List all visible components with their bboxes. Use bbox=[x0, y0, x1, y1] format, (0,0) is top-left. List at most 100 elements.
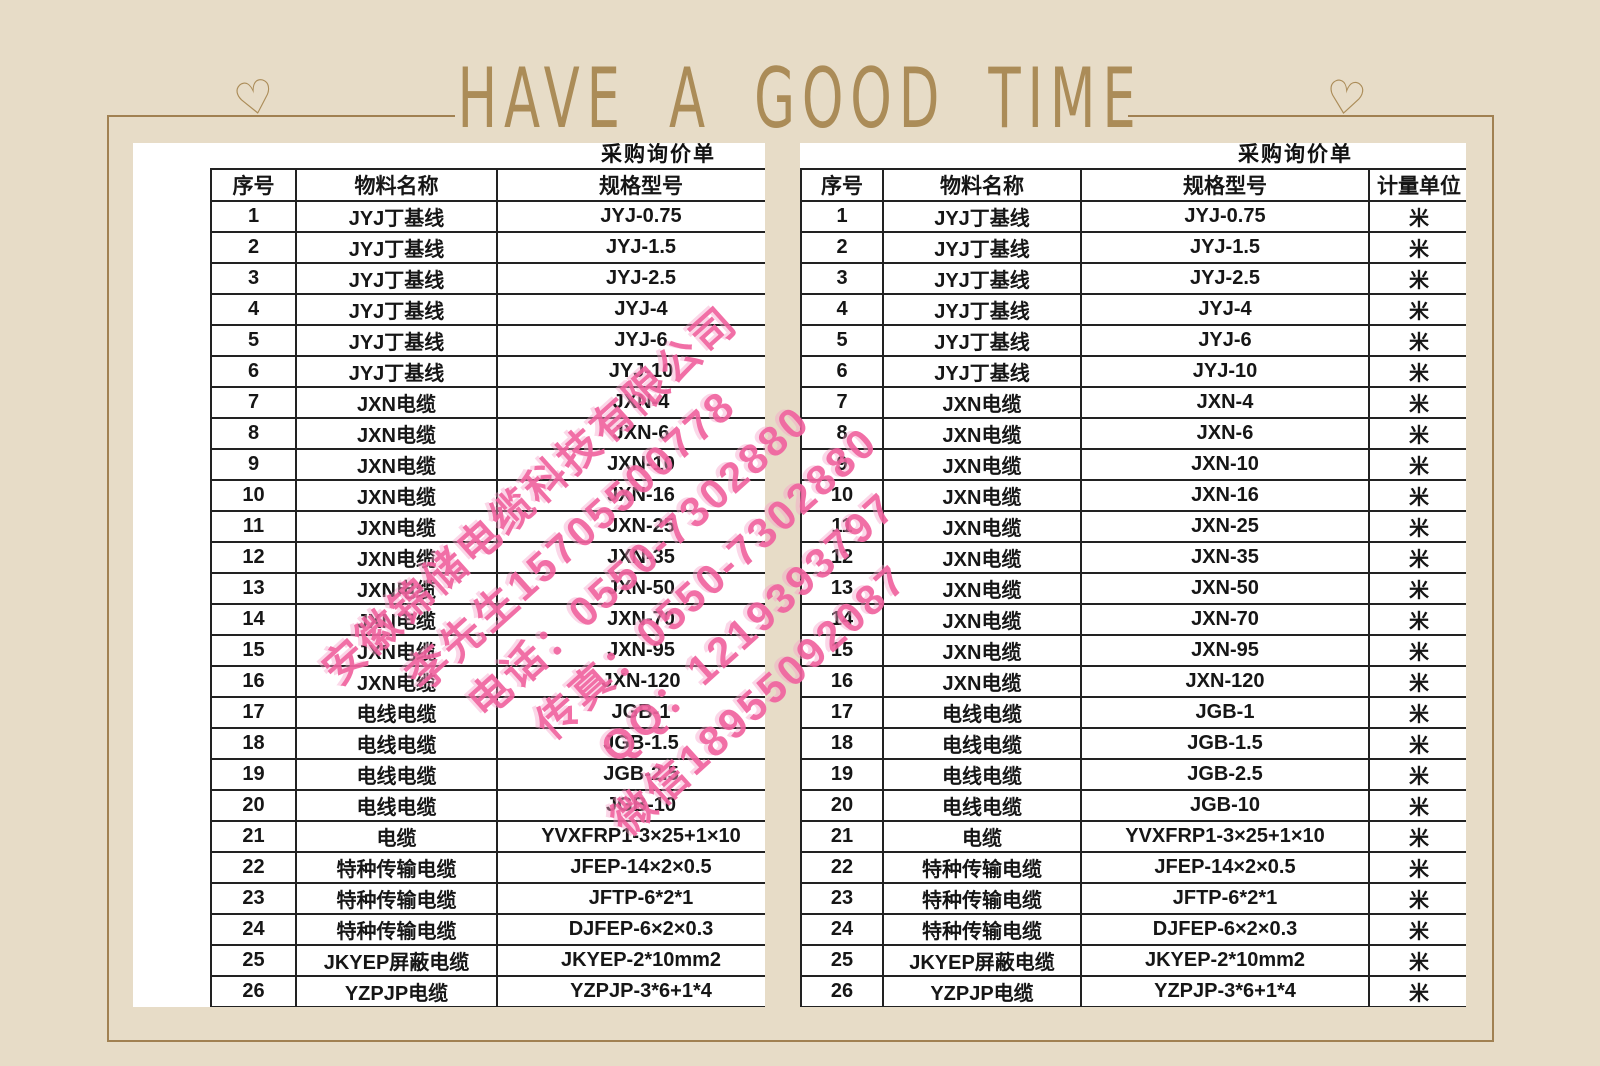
sheet-title: 采购询价单 bbox=[1238, 143, 1353, 166]
cell-spec: JGB-10 bbox=[496, 789, 765, 822]
cell-name: JXN电缆 bbox=[882, 448, 1082, 481]
cell-no: 5 bbox=[210, 324, 297, 357]
cell-no: 2 bbox=[800, 231, 884, 264]
cell-name: JXN电缆 bbox=[882, 541, 1082, 574]
cell-name: YZPJP电缆 bbox=[882, 975, 1082, 1007]
cell-unit: 米 bbox=[1368, 417, 1466, 450]
cell-no: 25 bbox=[210, 944, 297, 977]
cell-name: JYJ丁基线 bbox=[882, 262, 1082, 295]
cell-name: JYJ丁基线 bbox=[882, 355, 1082, 388]
cell-unit: 米 bbox=[1368, 665, 1466, 698]
cell-no: 21 bbox=[210, 820, 297, 853]
cell-no: 26 bbox=[210, 975, 297, 1007]
cell-name: 特种传输电缆 bbox=[882, 851, 1082, 884]
header-name: 物料名称 bbox=[295, 168, 498, 202]
header-no: 序号 bbox=[210, 168, 297, 202]
cell-spec: JGB-1.5 bbox=[1080, 727, 1370, 760]
cell-spec: JGB-2.5 bbox=[1080, 758, 1370, 791]
cell-spec: JGB-10 bbox=[1080, 789, 1370, 822]
cell-spec: JYJ-10 bbox=[496, 355, 765, 388]
cell-spec: JFTP-6*2*1 bbox=[496, 882, 765, 915]
cell-no: 20 bbox=[210, 789, 297, 822]
cell-spec: JXN-4 bbox=[1080, 386, 1370, 419]
cell-spec: JXN-95 bbox=[1080, 634, 1370, 667]
frame-border-right bbox=[1492, 115, 1494, 1040]
header-row: 序号 物料名称 规格型号 计量单位 bbox=[210, 168, 765, 202]
cell-spec: JXN-50 bbox=[496, 572, 765, 605]
cell-no: 5 bbox=[800, 324, 884, 357]
cell-spec: JXN-16 bbox=[496, 479, 765, 512]
cell-name: JYJ丁基线 bbox=[295, 200, 498, 233]
cell-no: 10 bbox=[800, 479, 884, 512]
cell-no: 3 bbox=[210, 262, 297, 295]
cell-no: 26 bbox=[800, 975, 884, 1007]
cell-no: 16 bbox=[210, 665, 297, 698]
cell-no: 19 bbox=[800, 758, 884, 791]
cell-no: 22 bbox=[210, 851, 297, 884]
cell-unit: 米 bbox=[1368, 293, 1466, 326]
cell-spec: JXN-70 bbox=[496, 603, 765, 636]
cell-spec: JFEP-14×2×0.5 bbox=[1080, 851, 1370, 884]
cell-no: 3 bbox=[800, 262, 884, 295]
cell-name: JXN电缆 bbox=[882, 572, 1082, 605]
cell-name: JXN电缆 bbox=[295, 541, 498, 574]
cell-name: JYJ丁基线 bbox=[882, 293, 1082, 326]
cell-spec: JXN-25 bbox=[496, 510, 765, 543]
header-no: 序号 bbox=[800, 168, 884, 202]
cell-spec: JXN-4 bbox=[496, 386, 765, 419]
cell-name: JYJ丁基线 bbox=[295, 293, 498, 326]
cell-spec: JXN-35 bbox=[496, 541, 765, 574]
cell-spec: JXN-50 bbox=[1080, 572, 1370, 605]
cell-name: JXN电缆 bbox=[295, 665, 498, 698]
cell-spec: DJFEP-6×2×0.3 bbox=[1080, 913, 1370, 946]
cell-spec: JXN-6 bbox=[496, 417, 765, 450]
cell-unit: 米 bbox=[1368, 603, 1466, 636]
cell-unit: 米 bbox=[1368, 386, 1466, 419]
cell-no: 4 bbox=[800, 293, 884, 326]
price-table-left: 序号 物料名称 规格型号 计量单位 1JYJ丁基线JYJ-0.75米2JYJ丁基… bbox=[210, 168, 765, 1007]
cell-name: YZPJP电缆 bbox=[295, 975, 498, 1007]
cell-unit: 米 bbox=[1368, 262, 1466, 295]
cell-no: 14 bbox=[210, 603, 297, 636]
cell-name: JYJ丁基线 bbox=[882, 200, 1082, 233]
cell-no: 15 bbox=[800, 634, 884, 667]
cell-name: JXN电缆 bbox=[295, 572, 498, 605]
header-row: 序号 物料名称 规格型号 计量单位 bbox=[800, 168, 1466, 202]
cell-name: 特种传输电缆 bbox=[295, 882, 498, 915]
cell-name: JXN电缆 bbox=[882, 417, 1082, 450]
cell-no: 13 bbox=[210, 572, 297, 605]
cell-no: 17 bbox=[800, 696, 884, 729]
cell-unit: 米 bbox=[1368, 231, 1466, 264]
cell-spec: YZPJP-3*6+1*4 bbox=[1080, 975, 1370, 1007]
cell-no: 6 bbox=[800, 355, 884, 388]
cell-unit: 米 bbox=[1368, 975, 1466, 1007]
cell-no: 6 bbox=[210, 355, 297, 388]
cell-spec: JXN-70 bbox=[1080, 603, 1370, 636]
cell-name: JXN电缆 bbox=[882, 603, 1082, 636]
cell-no: 13 bbox=[800, 572, 884, 605]
cell-spec: JYJ-2.5 bbox=[1080, 262, 1370, 295]
cell-no: 12 bbox=[800, 541, 884, 574]
cell-name: 特种传输电缆 bbox=[882, 913, 1082, 946]
cell-name: 电缆 bbox=[882, 820, 1082, 853]
cell-spec: JXN-6 bbox=[1080, 417, 1370, 450]
cell-spec: JXN-10 bbox=[1080, 448, 1370, 481]
